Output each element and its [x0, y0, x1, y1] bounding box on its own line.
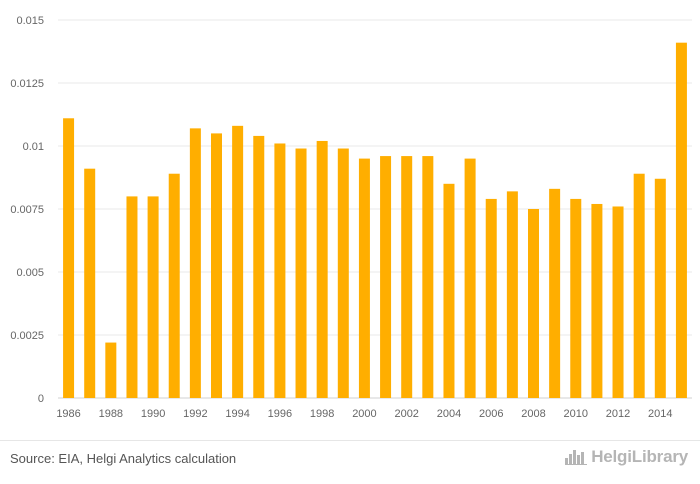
bar-2014: [654, 178, 666, 398]
source-note: Source: EIA, Helgi Analytics calculation: [10, 451, 237, 466]
bar-2002: [401, 156, 413, 398]
bar-1993: [211, 133, 222, 398]
x-tick-label: 2006: [479, 408, 503, 420]
x-axis-tick-labels: 1986 1988 1990 1992 1994 1996 1998 2000 2002 2004…: [56, 408, 672, 420]
bar-2000: [358, 158, 370, 398]
y-tick-label: 0.0125: [10, 78, 44, 90]
bar-2006: [485, 198, 497, 398]
y-gridlines: [58, 19, 692, 399]
x-tick-label: 1998: [310, 408, 334, 420]
x-tick-label: 2000: [352, 408, 376, 420]
bar-1989: [126, 196, 138, 398]
y-tick-label: 0.0025: [10, 330, 44, 342]
x-tick-label: 2008: [521, 408, 545, 420]
y-tick-label: 0.01: [23, 141, 44, 153]
bar-1994: [232, 125, 244, 398]
bar-2005: [464, 158, 476, 398]
bar-2010: [570, 198, 582, 398]
y-axis-tick-labels: 0 0.0025 0.005 0.0075 0.01 0.0125 0.015: [10, 15, 44, 405]
y-tick-label: 0.0075: [10, 204, 44, 216]
x-tick-label: 1994: [225, 408, 249, 420]
bar-1987: [84, 168, 96, 398]
skyline-icon: [565, 450, 588, 465]
bar-2008: [528, 209, 539, 398]
bar-1991: [168, 173, 180, 398]
x-tick-label: 1990: [141, 408, 165, 420]
bar-2015: [675, 42, 687, 399]
bar-1996: [274, 143, 286, 398]
x-tick-label: 2010: [564, 408, 588, 420]
x-tick-label: 1988: [99, 408, 123, 420]
bar-1999: [337, 148, 349, 398]
x-tick-label: 1986: [56, 408, 80, 420]
bar-2009: [549, 188, 561, 398]
bar-2007: [506, 191, 518, 398]
bar-2012: [612, 206, 624, 398]
bar-2011: [591, 203, 603, 398]
x-tick-label: 2002: [394, 408, 418, 420]
chart-footer: Source: EIA, Helgi Analytics calculation…: [0, 440, 700, 484]
bar-1992: [189, 128, 201, 399]
bar-1988: [105, 342, 117, 398]
bar-1997: [295, 148, 307, 398]
helgi-library-logo: HelgiLibrary: [565, 447, 688, 467]
bar-1998: [316, 140, 328, 398]
x-tick-label: 1996: [268, 408, 292, 420]
x-tick-label: 1992: [183, 408, 207, 420]
bar-series: [63, 42, 687, 399]
y-tick-label: 0.015: [16, 15, 44, 27]
x-tick-label: 2012: [606, 408, 630, 420]
bar-2013: [633, 173, 645, 398]
bar-2003: [422, 156, 434, 398]
y-tick-label: 0: [38, 393, 44, 405]
bar-1995: [253, 135, 265, 399]
logo-text: HelgiLibrary: [591, 447, 688, 466]
x-tick-label: 2014: [648, 408, 672, 420]
bar-2001: [380, 156, 392, 398]
bar-1990: [147, 196, 159, 398]
bar-2004: [443, 183, 455, 398]
y-tick-label: 0.005: [16, 267, 44, 279]
bar-1986: [63, 118, 75, 398]
x-tick-label: 2004: [437, 408, 461, 420]
